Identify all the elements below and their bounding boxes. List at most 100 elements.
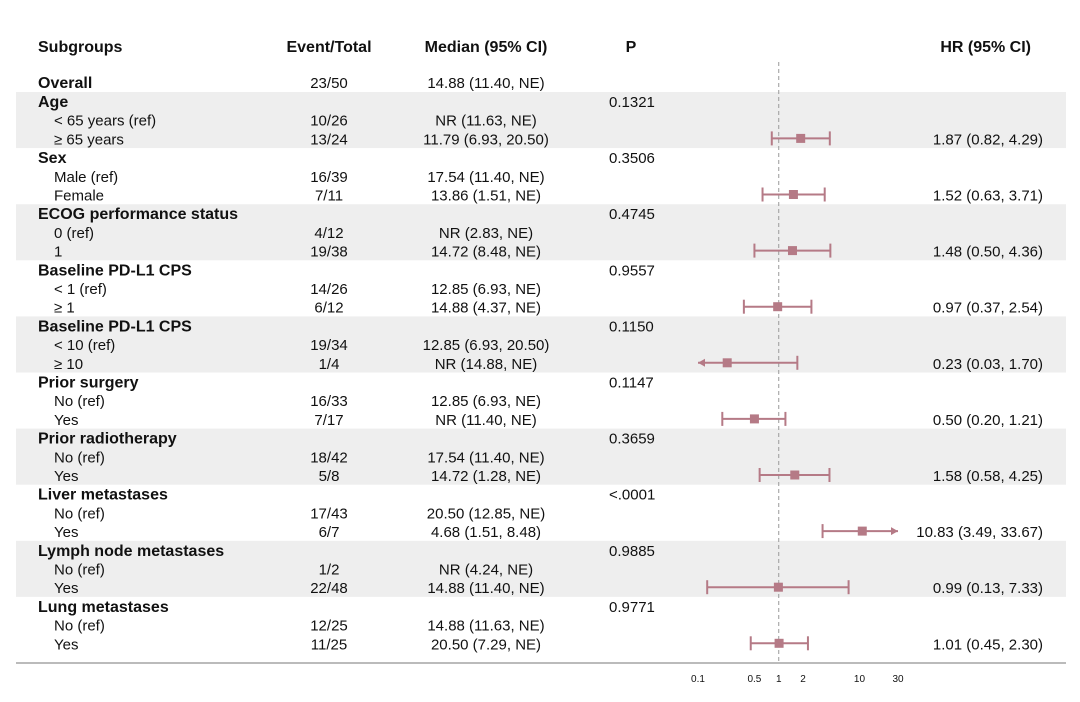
header-hr: HR (95% CI)	[940, 39, 1031, 56]
row-median: 17.54 (11.40, NE)	[427, 449, 544, 466]
row-events: 11/25	[311, 636, 347, 653]
hr-text: 0.50 (0.20, 1.21)	[933, 412, 1043, 429]
row-label: ≥ 65 years	[54, 131, 124, 148]
row-events: 13/24	[310, 131, 348, 148]
table-row: No (ref) 12/25 14.88 (11.63, NE)	[54, 618, 545, 635]
group-band	[16, 92, 1066, 149]
row-events: 10/26	[310, 113, 348, 130]
row-label: Female	[54, 188, 104, 205]
row-label: No (ref)	[54, 618, 105, 635]
table-row: Male (ref) 16/39 17.54 (11.40, NE)	[54, 169, 545, 186]
group-band	[16, 316, 1066, 373]
row-events: 7/11	[315, 188, 343, 205]
p-value: 0.1150	[609, 318, 654, 335]
row-events: 16/33	[310, 393, 348, 410]
row-label: < 65 years (ref)	[54, 113, 156, 130]
row-median: 12.85 (6.93, NE)	[431, 393, 541, 410]
row-median: 4.68 (1.51, 8.48)	[431, 524, 541, 541]
row-events: 14/26	[310, 281, 348, 298]
row-events: 1/4	[319, 356, 340, 373]
subgroup-title: Prior radiotherapy	[38, 431, 177, 448]
row-label: Yes	[54, 580, 78, 597]
hr-text: 1.52 (0.63, 3.71)	[933, 188, 1043, 205]
row-median: 14.88 (11.40, NE)	[427, 580, 544, 597]
hr-text: 1.87 (0.82, 4.29)	[933, 131, 1043, 148]
row-events: 18/42	[310, 449, 348, 466]
x-tick-label: 2	[800, 674, 806, 685]
p-value: 0.9771	[609, 599, 655, 616]
hr-mark	[770, 131, 831, 146]
p-value: 0.3659	[609, 431, 655, 448]
hr-point	[787, 246, 797, 256]
row-median: 20.50 (12.85, NE)	[427, 505, 545, 522]
row-median: 12.85 (6.93, 20.50)	[423, 337, 550, 354]
row-label: ≥ 10	[54, 356, 83, 373]
group-band	[16, 204, 1066, 261]
table-row: Yes 7/17 NR (11.40, NE) 0.50 (0.20, 1.21)	[54, 412, 1043, 429]
row-events: 6/7	[319, 524, 340, 541]
subgroup-title: Sex	[38, 150, 67, 167]
hr-point	[857, 526, 867, 536]
hr-point	[773, 582, 783, 592]
table-row: < 65 years (ref) 10/26 NR (11.63, NE)	[54, 113, 537, 130]
p-value: 0.9557	[609, 262, 655, 279]
row-median: NR (11.63, NE)	[435, 113, 536, 130]
row-label: 0 (ref)	[54, 225, 94, 242]
ci-arrow-left	[698, 358, 705, 367]
table-row: No (ref) 16/33 12.85 (6.93, NE)	[54, 393, 541, 410]
subgroup-block: Liver metastases <.0001 No (ref) 17/43 20.50…	[38, 487, 1043, 541]
table-row: No (ref) 18/42 17.54 (11.40, NE)	[54, 449, 545, 466]
subgroup-title: Age	[38, 94, 68, 111]
hr-point	[749, 414, 759, 424]
row-median: NR (14.88, NE)	[435, 356, 538, 373]
hr-point	[773, 302, 783, 312]
p-value: 0.9885	[609, 543, 655, 560]
row-events: 6/12	[314, 300, 343, 317]
row-events: 22/48	[310, 580, 348, 597]
hr-text: 1.01 (0.45, 2.30)	[933, 636, 1043, 653]
row-median: 12.85 (6.93, NE)	[431, 281, 541, 298]
x-tick-label: 1	[776, 674, 782, 685]
table-row: Yes 11/25 20.50 (7.29, NE) 1.01 (0.45, 2.30…	[54, 636, 1043, 653]
row-label: 1	[54, 244, 62, 261]
p-value: 0.1147	[609, 375, 654, 392]
overall-row: Overall 23/50 14.88 (11.40, NE)	[38, 75, 545, 92]
hr-text: 1.58 (0.58, 4.25)	[933, 468, 1043, 485]
hr-point	[722, 358, 732, 368]
p-value: 0.1321	[609, 94, 655, 111]
row-label: < 10 (ref)	[54, 337, 115, 354]
row-median: 17.54 (11.40, NE)	[427, 169, 544, 186]
row-median: 14.72 (8.48, NE)	[431, 244, 541, 261]
row-events: 1/2	[319, 562, 340, 579]
subgroup-block: Prior radiotherapy 0.3659 No (ref) 18/42 17.…	[38, 431, 1043, 485]
subgroup-title: Lymph node metastases	[38, 543, 224, 560]
x-tick-label: 0.5	[747, 674, 761, 685]
p-value: 0.3506	[609, 150, 655, 167]
row-median: NR (11.40, NE)	[435, 412, 536, 429]
table-row: < 1 (ref) 14/26 12.85 (6.93, NE)	[54, 281, 541, 298]
subgroup-title: Baseline PD-L1 CPS	[38, 262, 192, 279]
subgroup-block: Lung metastases 0.9771 No (ref) 12/25 14.88 …	[38, 599, 1043, 653]
hr-mark	[758, 468, 831, 482]
row-label: ≥ 1	[54, 300, 75, 317]
subgroup-block: Baseline PD-L1 CPS 0.9557 < 1 (ref) 14/26 12…	[38, 262, 1043, 316]
row-label: Yes	[54, 524, 78, 541]
row-label: Yes	[54, 468, 78, 485]
subgroup-block: Age 0.1321 < 65 years (ref) 10/26 NR (11.63,…	[38, 94, 1043, 148]
subgroup-block: Baseline PD-L1 CPS 0.1150 < 10 (ref) 19/34 1…	[38, 318, 1043, 372]
table-rows: Overall 23/50 14.88 (11.40, NE) Age 0.1321 < …	[38, 75, 1043, 653]
row-label: < 1 (ref)	[54, 281, 107, 298]
subgroup-block: Sex 0.3506 Male (ref) 16/39 17.54 (11.40, NE…	[38, 150, 1043, 204]
overall-label: Overall	[38, 75, 92, 92]
row-median: NR (2.83, NE)	[439, 225, 533, 242]
group-band	[16, 540, 1066, 597]
hr-point	[796, 133, 806, 143]
hr-mark	[761, 187, 826, 202]
table-row: Female 7/11 13.86 (1.51, NE) 1.52 (0.63, 3.…	[54, 188, 1043, 205]
header-event-total: Event/Total	[286, 39, 371, 56]
subgroup-title: Liver metastases	[38, 487, 168, 504]
hr-point	[788, 190, 798, 199]
subgroup-title: ECOG performance status	[38, 206, 238, 223]
row-events: 16/39	[310, 169, 348, 186]
